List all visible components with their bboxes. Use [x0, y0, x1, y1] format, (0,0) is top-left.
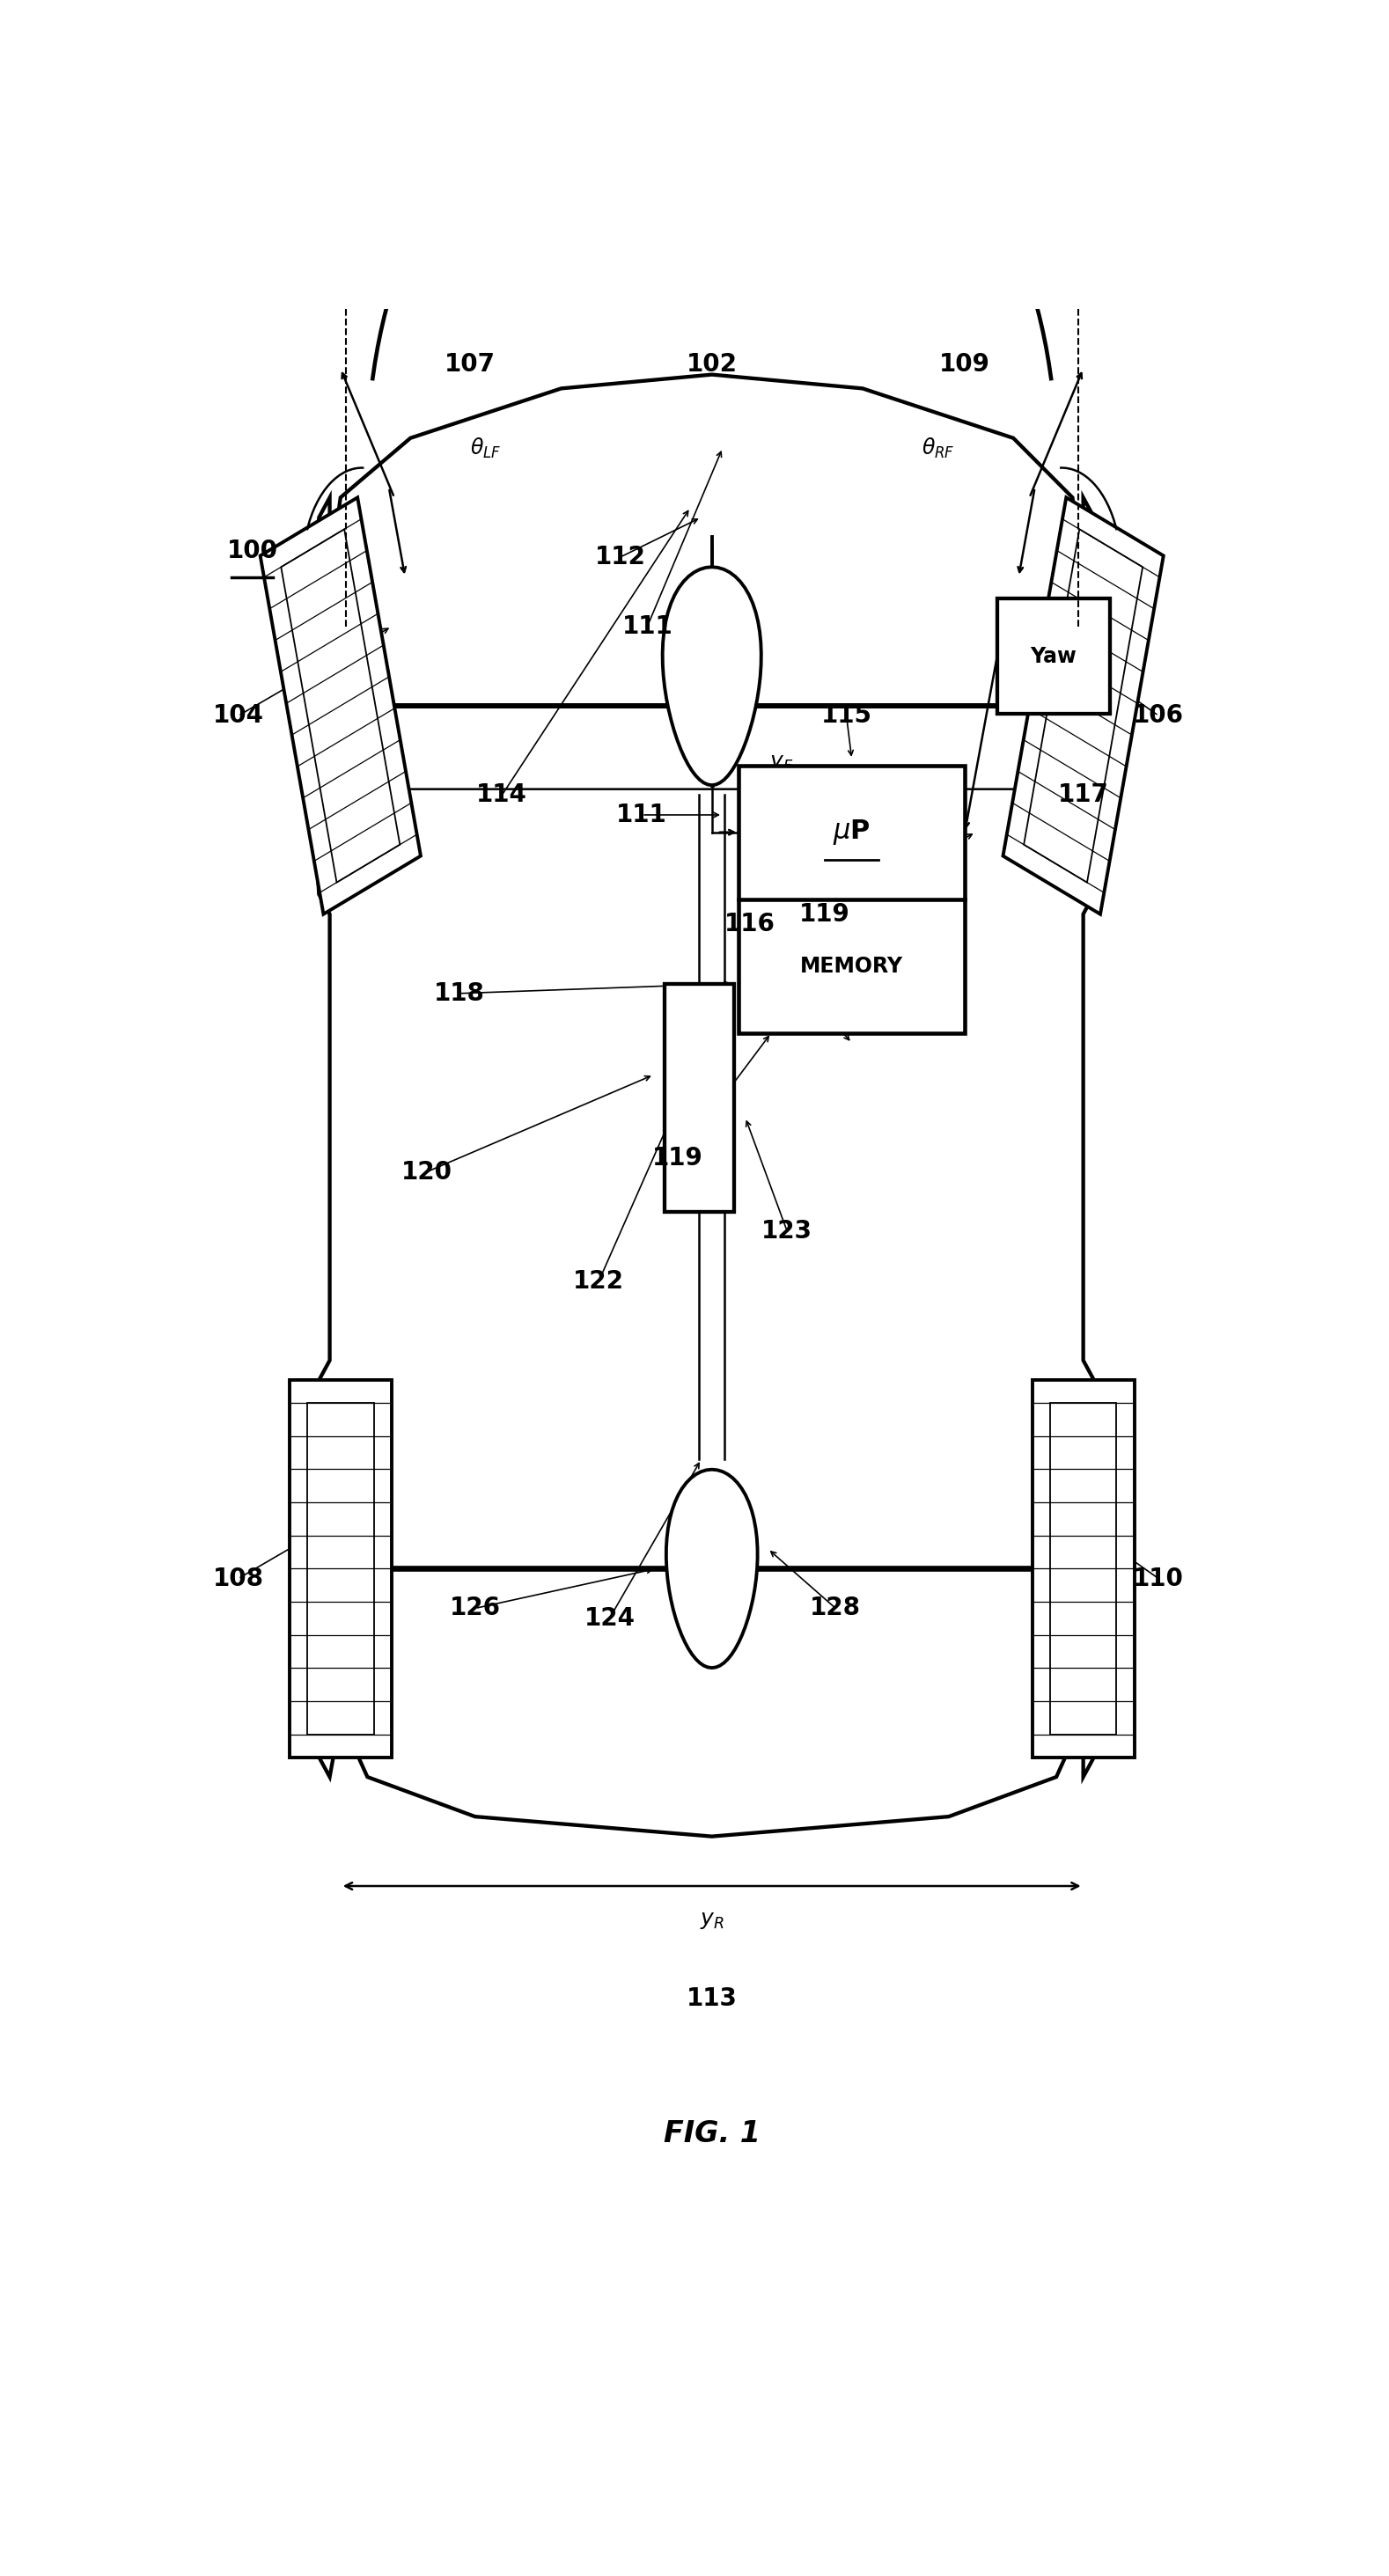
FancyBboxPatch shape	[664, 984, 735, 1211]
Text: $\theta_{RF}$: $\theta_{RF}$	[921, 435, 954, 461]
Text: 123: 123	[761, 1218, 813, 1244]
Text: 122: 122	[574, 1270, 625, 1293]
Polygon shape	[1003, 497, 1164, 914]
Polygon shape	[308, 374, 1104, 1837]
Text: $\mu$P: $\mu$P	[833, 817, 871, 848]
Polygon shape	[667, 1468, 757, 1667]
Text: 126: 126	[450, 1597, 500, 1620]
Text: 112: 112	[594, 544, 646, 569]
Text: 109: 109	[939, 353, 990, 376]
FancyBboxPatch shape	[997, 598, 1110, 714]
Text: 106: 106	[1133, 703, 1185, 729]
Polygon shape	[1050, 1404, 1117, 1734]
Text: $\theta_{LF}$: $\theta_{LF}$	[471, 435, 501, 461]
Text: 102: 102	[686, 353, 738, 376]
Text: 119: 119	[800, 902, 850, 927]
Text: 104: 104	[213, 703, 264, 729]
Text: 119: 119	[651, 1146, 703, 1170]
Text: 111: 111	[622, 613, 672, 639]
Text: MEMORY: MEMORY	[800, 956, 903, 976]
Text: $y_R$: $y_R$	[700, 1909, 724, 1932]
Text: 118: 118	[433, 981, 485, 1005]
Polygon shape	[1024, 528, 1143, 884]
Text: 100: 100	[226, 538, 278, 564]
Text: 120: 120	[401, 1159, 453, 1185]
Text: 111: 111	[617, 804, 667, 827]
FancyBboxPatch shape	[739, 765, 965, 1033]
Text: 115: 115	[821, 703, 872, 729]
Polygon shape	[281, 528, 400, 884]
Text: Yaw: Yaw	[1031, 647, 1076, 667]
Polygon shape	[1032, 1381, 1135, 1757]
Text: 117: 117	[1058, 783, 1108, 806]
Text: 108: 108	[213, 1566, 264, 1592]
Text: $y_F$: $y_F$	[770, 752, 795, 773]
Text: 110: 110	[1133, 1566, 1183, 1592]
Polygon shape	[289, 1381, 392, 1757]
Text: 107: 107	[444, 353, 496, 376]
Text: 116: 116	[724, 912, 775, 935]
Text: 113: 113	[686, 1986, 738, 2012]
Polygon shape	[307, 1404, 374, 1734]
Text: 124: 124	[583, 1605, 635, 1631]
Text: FIG. 1: FIG. 1	[664, 2120, 760, 2148]
Polygon shape	[663, 567, 761, 786]
Polygon shape	[260, 497, 421, 914]
Text: 128: 128	[810, 1597, 861, 1620]
Text: 114: 114	[476, 783, 528, 806]
